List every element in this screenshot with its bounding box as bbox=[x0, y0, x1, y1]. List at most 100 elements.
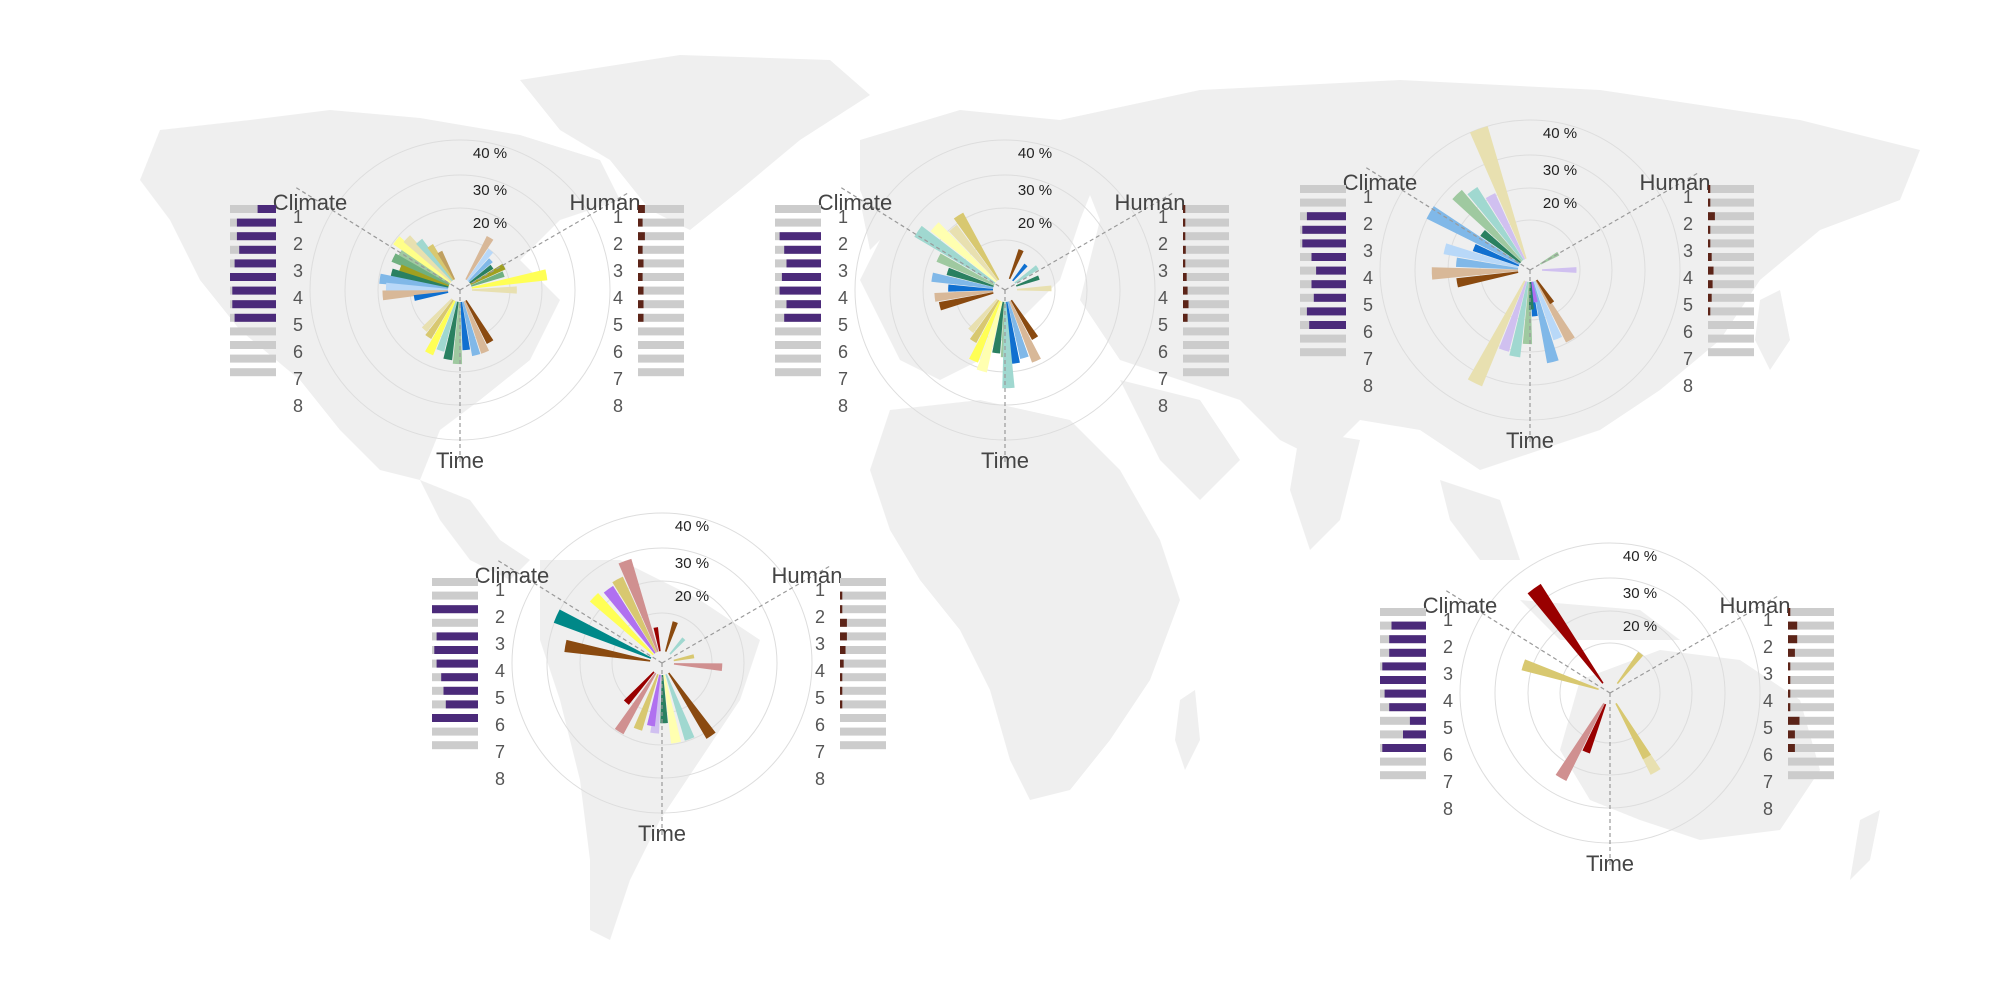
wedge-bar bbox=[379, 273, 449, 290]
wedge-bar bbox=[1532, 281, 1559, 364]
climate-index-label: 1 bbox=[293, 207, 303, 227]
axis-label-climate: Climate bbox=[1423, 593, 1498, 618]
wedge-bar bbox=[465, 299, 494, 345]
climate-bar-track bbox=[1380, 608, 1426, 616]
climate-index-label: 1 bbox=[495, 580, 505, 600]
human-bar bbox=[840, 686, 843, 695]
polar-chart-north-america: 40 % 30 % 20 % Climate Human Time 1 1 2 2 3 3 4 4 5 5 6 6… bbox=[230, 139, 684, 473]
ring-label: 30 % bbox=[1018, 182, 1052, 199]
human-bar-track bbox=[1183, 286, 1229, 295]
climate-bar bbox=[779, 286, 821, 295]
human-bar bbox=[1788, 662, 1791, 671]
climate-bar-track bbox=[1380, 716, 1426, 725]
human-bar bbox=[1788, 676, 1791, 684]
climate-index-label: 7 bbox=[1443, 772, 1453, 792]
wedge-bar bbox=[1009, 300, 1041, 363]
human-bar bbox=[638, 259, 644, 268]
wedge-bar bbox=[463, 300, 490, 354]
ring-label: 40 % bbox=[1543, 125, 1577, 142]
climate-index-label: 5 bbox=[838, 315, 848, 335]
human-bar bbox=[1708, 253, 1712, 261]
climate-bar bbox=[1302, 239, 1346, 248]
climate-bar bbox=[434, 646, 478, 654]
climate-index-label: 3 bbox=[1443, 664, 1453, 684]
human-bar bbox=[1708, 212, 1715, 221]
wedge-bar bbox=[992, 301, 1005, 354]
human-bar-track bbox=[840, 700, 886, 709]
human-bar-track bbox=[638, 313, 684, 322]
climate-bar-track bbox=[432, 591, 478, 600]
human-bar-track bbox=[1183, 341, 1229, 349]
axis-label-climate: Climate bbox=[475, 563, 550, 588]
human-bar bbox=[1788, 730, 1795, 739]
wedge-bar bbox=[1509, 281, 1529, 358]
climate-bar-track bbox=[230, 205, 276, 213]
climate-bar bbox=[1302, 225, 1346, 234]
wedge-bar bbox=[469, 264, 494, 284]
human-index-label: 1 bbox=[815, 580, 825, 600]
climate-bar bbox=[230, 273, 276, 281]
climate-bar bbox=[1316, 266, 1346, 275]
human-bar-track bbox=[1788, 621, 1834, 630]
ring-label: 40 % bbox=[1623, 548, 1657, 565]
axis-line bbox=[496, 559, 663, 664]
wedge-bar bbox=[466, 248, 494, 282]
human-bar-track bbox=[1708, 321, 1754, 329]
human-bar-track bbox=[1708, 307, 1754, 316]
climate-bar bbox=[1382, 744, 1426, 752]
human-bar-track bbox=[1183, 245, 1229, 254]
climate-bar bbox=[1409, 716, 1426, 725]
human-bar-track bbox=[638, 205, 684, 213]
wedge-bar bbox=[934, 290, 994, 302]
climate-index-label: 3 bbox=[838, 261, 848, 281]
climate-bar bbox=[436, 632, 478, 641]
wedge-bar bbox=[946, 267, 994, 288]
human-bar-track bbox=[1708, 293, 1754, 302]
axis-label-climate: Climate bbox=[818, 190, 893, 215]
human-bar-track bbox=[1788, 730, 1834, 739]
wedge-bar bbox=[1533, 280, 1563, 341]
wedge-bar bbox=[1012, 263, 1028, 282]
ring-label: 30 % bbox=[473, 182, 507, 199]
climate-index-label: 6 bbox=[293, 342, 303, 362]
wedge-bar bbox=[665, 673, 695, 741]
wedge-bar bbox=[398, 264, 450, 287]
human-bar-track bbox=[1788, 662, 1834, 671]
wedge-bar bbox=[1615, 702, 1652, 760]
climate-index-label: 6 bbox=[495, 715, 505, 735]
wedge-bar bbox=[1521, 659, 1599, 691]
wedge-bar bbox=[471, 286, 517, 294]
wedge-bar bbox=[427, 243, 454, 281]
human-index-label: 8 bbox=[613, 396, 623, 416]
human-bar-track bbox=[1183, 300, 1229, 309]
human-bar-track bbox=[1788, 648, 1834, 657]
axis-label-time: Time bbox=[1586, 851, 1634, 876]
human-bar bbox=[1708, 266, 1714, 275]
human-index-label: 6 bbox=[1158, 342, 1168, 362]
human-bar bbox=[638, 205, 645, 213]
wedge-bar bbox=[471, 269, 548, 289]
climate-index-label: 8 bbox=[1363, 376, 1373, 396]
human-bar bbox=[840, 591, 843, 600]
human-bar bbox=[1183, 313, 1188, 322]
wedge-bar bbox=[1498, 281, 1528, 352]
human-bar bbox=[1788, 703, 1791, 712]
axis-label-time: Time bbox=[436, 448, 484, 473]
axis-label-climate: Climate bbox=[273, 190, 348, 215]
wedge-bar bbox=[949, 224, 998, 282]
human-bar-track bbox=[1788, 757, 1834, 766]
human-index-label: 3 bbox=[613, 261, 623, 281]
wedge-bar bbox=[936, 253, 995, 286]
human-bar bbox=[1708, 198, 1711, 207]
wedge-bar bbox=[1443, 243, 1519, 268]
human-index-label: 4 bbox=[815, 661, 825, 681]
human-bar-track bbox=[840, 591, 886, 600]
ring-label: 40 % bbox=[1018, 145, 1052, 162]
wedge-bar bbox=[1469, 126, 1527, 260]
human-bar-track bbox=[1708, 198, 1754, 207]
climate-index-label: 5 bbox=[1443, 718, 1453, 738]
wedge-bar bbox=[1016, 285, 1052, 292]
wedge-bar bbox=[673, 663, 723, 671]
wedge-bar bbox=[1431, 267, 1519, 280]
wedge-bar bbox=[1010, 299, 1039, 341]
